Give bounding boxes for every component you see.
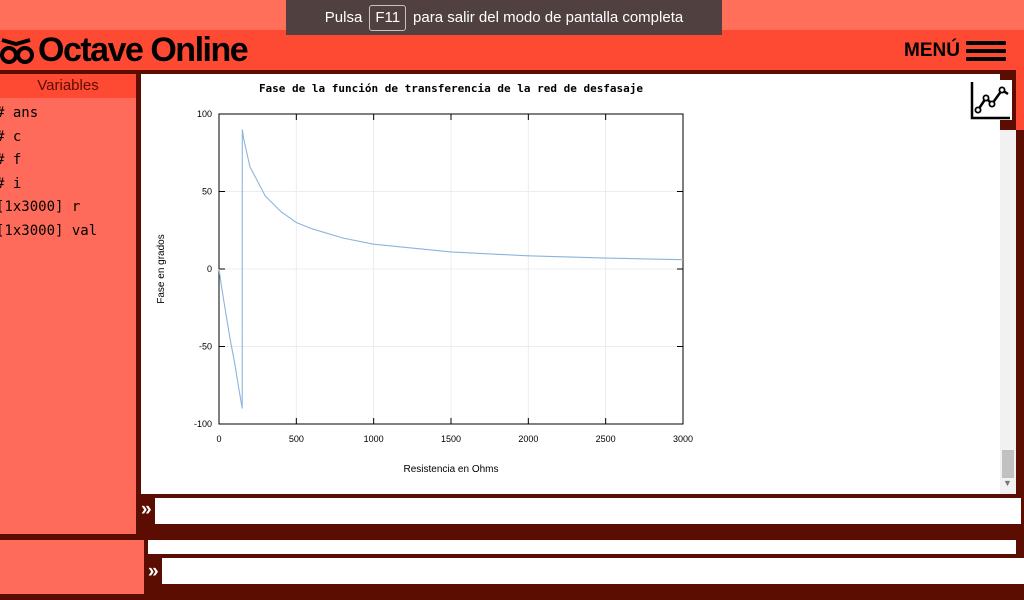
output-scrollbar[interactable]: ▼ — [1000, 130, 1016, 494]
prompt-icon: » — [141, 499, 152, 520]
x-tick-label: 2000 — [518, 434, 538, 444]
menu-label: MENÚ — [904, 40, 960, 61]
sidebar-bottom — [0, 540, 144, 594]
y-tick-label: 100 — [197, 109, 212, 119]
prompt-icon: » — [148, 561, 159, 582]
top-strip — [722, 0, 1024, 30]
variable-item[interactable]: [1x3000] r — [0, 199, 81, 215]
output-strip — [148, 540, 1016, 554]
command-input[interactable] — [155, 498, 1021, 524]
app-header: Octave Online MENÚ — [0, 30, 1016, 70]
variable-item[interactable]: # c — [0, 128, 22, 145]
command-input-secondary[interactable] — [162, 558, 1024, 584]
scroll-down-icon[interactable]: ▼ — [1003, 478, 1012, 488]
plot-icon — [970, 82, 1010, 120]
variable-item[interactable]: # ans — [0, 105, 39, 121]
banner-post: para salir del modo de pantalla completa — [413, 9, 684, 26]
y-tick-label: -100 — [194, 419, 212, 429]
y-axis-label: Fase en grados — [156, 234, 167, 304]
variable-item[interactable]: # i — [0, 175, 22, 192]
y-tick-label: 50 — [202, 187, 212, 197]
x-tick-label: 3000 — [673, 434, 693, 444]
app-logo-text[interactable]: Octave Online — [38, 31, 249, 69]
variable-item[interactable]: [1x3000] val — [0, 222, 98, 239]
banner-key: F11 — [369, 4, 407, 31]
series-line — [218, 129, 684, 409]
y-tick-label: 0 — [207, 264, 212, 274]
variable-item[interactable]: # f — [0, 152, 22, 168]
banner-pre: Pulsa — [324, 9, 363, 26]
fullscreen-banner: Pulsa F11 para salir del modo de pantall… — [286, 0, 722, 35]
plot-panel: 0 500 1000 1500 2000 2500 3000 -100 -50 0 50 100 Fas… — [141, 74, 1012, 494]
menu-button[interactable]: MENÚ — [904, 38, 1006, 64]
variables-title: Variables — [0, 74, 136, 98]
plot-toggle-button[interactable] — [970, 80, 1012, 120]
x-tick-label: 2500 — [596, 434, 616, 444]
x-tick-label: 1500 — [441, 434, 461, 444]
scroll-thumb[interactable] — [1002, 450, 1014, 478]
logo-icon — [0, 38, 34, 64]
hamburger-icon — [966, 37, 1006, 65]
top-strip — [0, 0, 286, 30]
phase-chart: 0 500 1000 1500 2000 2500 3000 -100 -50 0 50 100 Fas… — [156, 82, 693, 475]
right-edge — [1016, 30, 1024, 130]
x-tick-label: 500 — [289, 434, 304, 444]
y-tick-label: -50 — [199, 342, 212, 352]
variables-panel: Variables # ans # c # f # i [1x3000] r [… — [0, 74, 136, 534]
variables-list: # ans # c # f # i [1x3000] r [1x3000] va… — [0, 102, 136, 243]
x-tick-label: 1000 — [364, 434, 384, 444]
x-tick-label: 0 — [216, 434, 221, 444]
x-axis-label: Resistencia en Ohms — [403, 464, 498, 475]
chart-title: Fase de la función de transferencia de l… — [259, 82, 643, 95]
